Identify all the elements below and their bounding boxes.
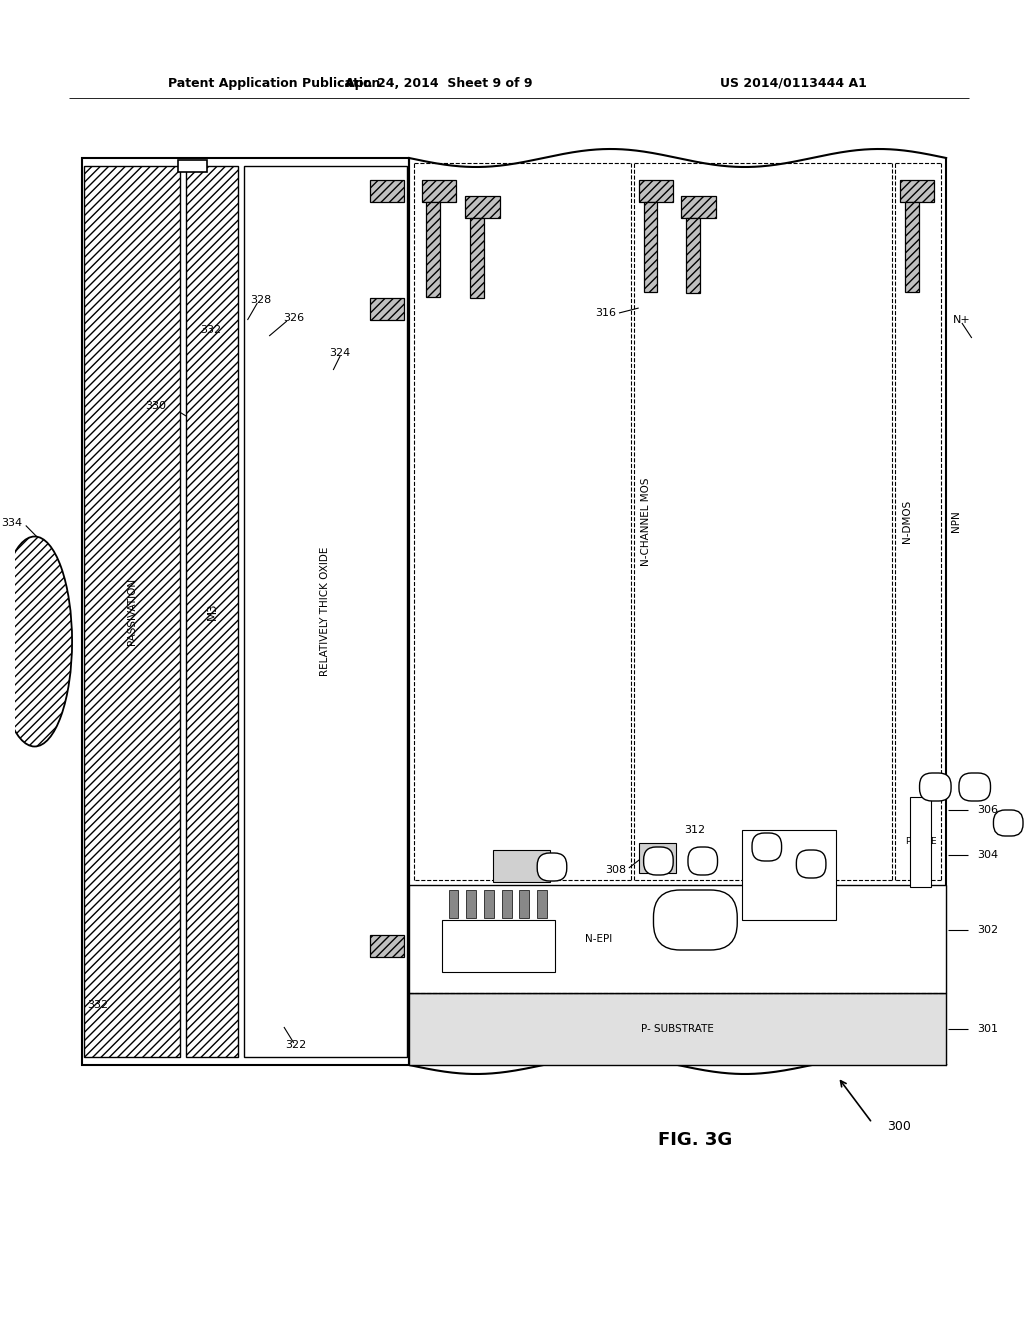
- Bar: [84, 166, 180, 1057]
- Text: P-WELL: P-WELL: [481, 941, 514, 950]
- Bar: [449, 890, 459, 917]
- Text: 300: 300: [887, 1121, 911, 1134]
- Text: M1: M1: [380, 305, 393, 314]
- Text: 326: 326: [284, 313, 304, 323]
- FancyBboxPatch shape: [538, 853, 566, 880]
- Text: M2: M2: [649, 186, 663, 195]
- Text: N+: N+: [760, 842, 773, 851]
- Bar: [82, 158, 410, 1065]
- FancyBboxPatch shape: [920, 774, 951, 801]
- Text: 302: 302: [978, 925, 998, 935]
- Bar: [519, 890, 529, 917]
- FancyBboxPatch shape: [644, 847, 673, 875]
- Text: M1: M1: [476, 202, 489, 211]
- Text: 330: 330: [145, 401, 167, 411]
- FancyBboxPatch shape: [752, 833, 781, 861]
- Bar: [493, 850, 550, 882]
- Text: 332: 332: [200, 325, 221, 335]
- FancyBboxPatch shape: [993, 810, 1023, 836]
- Bar: [370, 180, 404, 202]
- Bar: [177, 160, 207, 172]
- Bar: [370, 935, 404, 957]
- Text: 304: 304: [978, 850, 998, 861]
- Bar: [465, 195, 500, 218]
- Bar: [426, 202, 439, 297]
- Bar: [742, 830, 836, 920]
- FancyBboxPatch shape: [958, 774, 990, 801]
- Text: P- SUBSTRATE: P- SUBSTRATE: [641, 1024, 714, 1034]
- Text: N+: N+: [929, 783, 942, 792]
- Bar: [244, 166, 408, 1057]
- Text: MANY: MANY: [485, 924, 510, 932]
- Text: 332: 332: [87, 1001, 108, 1010]
- Bar: [422, 180, 457, 202]
- Text: P-BASE: P-BASE: [905, 837, 936, 846]
- Bar: [538, 890, 547, 917]
- Text: FIG. 3G: FIG. 3G: [657, 1131, 732, 1148]
- Bar: [410, 884, 946, 993]
- Text: 334: 334: [2, 519, 23, 528]
- Text: N+: N+: [652, 857, 665, 866]
- FancyBboxPatch shape: [653, 890, 737, 950]
- Text: 316: 316: [595, 308, 616, 318]
- Bar: [639, 180, 673, 202]
- Text: Apr. 24, 2014  Sheet 9 of 9: Apr. 24, 2014 Sheet 9 of 9: [345, 77, 532, 90]
- Bar: [909, 797, 932, 887]
- Bar: [502, 890, 512, 917]
- Text: 324: 324: [330, 348, 351, 358]
- Text: N EXTENSION: N EXTENSION: [690, 894, 699, 946]
- Bar: [186, 166, 238, 1057]
- Text: LOCOS: LOCOS: [509, 869, 535, 878]
- Text: WIRE: WIRE: [22, 636, 47, 647]
- Text: RELATIVELY THICK OXIDE: RELATIVELY THICK OXIDE: [321, 546, 331, 676]
- Text: P+: P+: [805, 859, 817, 869]
- FancyBboxPatch shape: [688, 847, 718, 875]
- Text: 301: 301: [978, 1024, 998, 1034]
- Bar: [686, 218, 699, 293]
- Bar: [470, 218, 484, 298]
- Bar: [905, 202, 919, 292]
- Text: N-EPI: N-EPI: [585, 935, 612, 944]
- Text: 328: 328: [251, 294, 272, 305]
- Text: PASSIVATION: PASSIVATION: [127, 578, 137, 645]
- Text: N+: N+: [696, 857, 710, 866]
- Text: 322: 322: [285, 1040, 306, 1049]
- Text: BALL: BALL: [23, 609, 47, 619]
- Text: US 2014/0113444 A1: US 2014/0113444 A1: [720, 77, 867, 90]
- Text: M2: M2: [380, 941, 393, 950]
- Text: P-WELL: P-WELL: [772, 870, 805, 879]
- Text: 308: 308: [605, 865, 626, 875]
- Bar: [441, 920, 555, 972]
- Text: Patent Application Publication: Patent Application Publication: [168, 77, 380, 90]
- Bar: [410, 993, 946, 1065]
- Text: M2: M2: [432, 186, 445, 195]
- Text: OXIDE: OXIDE: [510, 858, 534, 866]
- Text: M2: M2: [380, 186, 393, 195]
- Text: 312: 312: [684, 825, 706, 836]
- Text: N-CHANNEL MOS: N-CHANNEL MOS: [641, 478, 650, 566]
- Bar: [370, 298, 404, 319]
- Text: BOND: BOND: [20, 623, 49, 632]
- Bar: [681, 195, 716, 218]
- Text: M2: M2: [910, 186, 924, 195]
- Text: OXIDE: OXIDE: [646, 854, 669, 862]
- Bar: [484, 890, 494, 917]
- Text: M3: M3: [206, 603, 218, 620]
- Bar: [639, 843, 676, 873]
- Bar: [900, 180, 934, 202]
- Text: P+: P+: [1002, 818, 1014, 828]
- Text: 314: 314: [379, 945, 400, 954]
- Text: M1: M1: [691, 202, 706, 211]
- Text: NPN: NPN: [951, 511, 961, 532]
- Bar: [644, 202, 657, 292]
- Ellipse shape: [0, 536, 72, 747]
- Text: N+: N+: [546, 862, 559, 871]
- Text: N+: N+: [953, 315, 971, 325]
- Bar: [466, 890, 476, 917]
- FancyBboxPatch shape: [797, 850, 826, 878]
- Text: 306: 306: [978, 805, 998, 814]
- Text: N-DMOS: N-DMOS: [902, 500, 911, 543]
